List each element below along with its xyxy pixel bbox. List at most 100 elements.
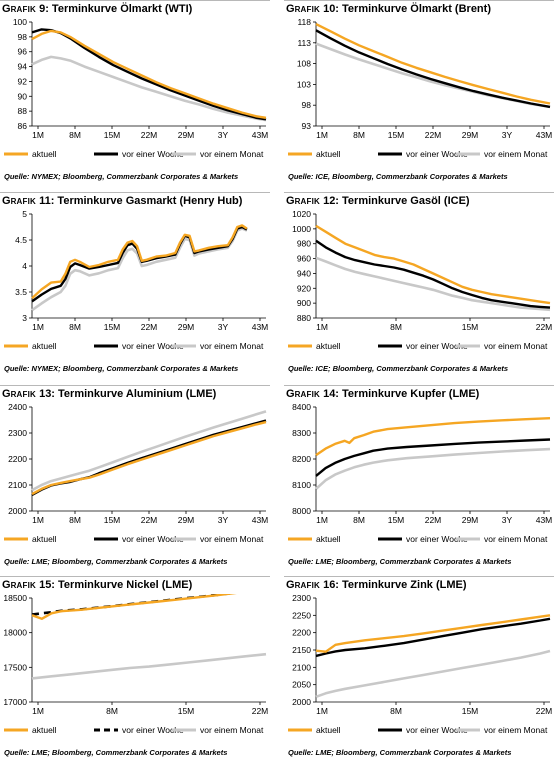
chart-panel-g15: GRAFIK 15: Terminkurve Nickel (LME) 17000… <box>0 576 270 764</box>
legend-label-aktuell: aktuell <box>316 341 341 351</box>
x-tick-label: 22M <box>252 706 269 716</box>
chart-panel-g10: GRAFIK 10: Terminkurve Ölmarkt (Brent) 93… <box>284 0 554 188</box>
y-tick-label: 2100 <box>292 662 311 672</box>
chart-panel-g16: GRAFIK 16: Terminkurve Zink (LME) 2000 205… <box>284 576 554 764</box>
panel-top-rule <box>0 576 270 577</box>
y-tick-label: 93 <box>302 121 312 131</box>
panel-top-rule <box>284 385 554 386</box>
legend-label-woche: vor einer Woche <box>406 149 468 159</box>
x-tick-label: 3Y <box>218 130 229 140</box>
x-tick-label: 1M <box>32 322 44 332</box>
y-tick-label: 100 <box>13 18 27 27</box>
line-chart-g12: 880 900 920 940 960 980 1000 1020 1M 8M 15M 22M aktu… <box>288 210 552 351</box>
y-tick-label: 18500 <box>3 594 27 603</box>
series-line-monat <box>31 55 267 122</box>
legend-label-aktuell: aktuell <box>32 725 57 735</box>
y-tick-label: 8300 <box>292 428 311 438</box>
line-chart-g9: 86 88 90 92 94 96 98 100 1M 8M 15M 22M 29M 3Y 43M aktue… <box>4 18 268 159</box>
x-tick-label: 3Y <box>502 130 513 140</box>
chart-title-text: Terminkurve Zink (LME) <box>342 579 467 591</box>
x-tick-label: 43M <box>536 130 553 140</box>
legend-label-woche: vor einer Woche <box>122 149 184 159</box>
series-line-aktuell <box>315 417 551 457</box>
x-tick-label: 1M <box>32 130 44 140</box>
x-tick-label: 1M <box>316 706 328 716</box>
chart-title-text: Terminkurve Nickel (LME) <box>58 579 193 591</box>
x-tick-label: 43M <box>252 322 269 332</box>
legend-label-monat: vor einem Monat <box>484 725 548 735</box>
x-tick-label: 15M <box>388 515 405 525</box>
panel-top-rule <box>284 576 554 577</box>
x-tick-label: 3Y <box>218 515 229 525</box>
series-line-woche <box>31 225 248 303</box>
chart-panel-g11: GRAFIK 11: Terminkurve Gasmarkt (Henry H… <box>0 192 270 380</box>
y-tick-label: 2150 <box>292 645 311 655</box>
chart-title-text: Terminkurve Ölmarkt (WTI) <box>51 3 193 15</box>
series-line-woche <box>315 29 551 109</box>
x-tick-label: 15M <box>462 322 479 332</box>
y-tick-label: 86 <box>18 121 28 131</box>
y-tick-label: 960 <box>297 254 311 264</box>
chart-source: Quelle: NYMEX; Bloomberg, Commerzbank Co… <box>4 364 239 373</box>
series-line-woche <box>31 28 267 121</box>
legend-label-monat: vor einem Monat <box>484 341 548 351</box>
chart-panel-g14: GRAFIK 14: Terminkurve Kupfer (LME) 8000 8… <box>284 385 554 573</box>
chart-title: GRAFIK 13: Terminkurve Aluminium (LME) <box>2 388 217 400</box>
legend-label-monat: vor einem Monat <box>484 534 548 544</box>
chart-title-text: Terminkurve Ölmarkt (Brent) <box>342 3 491 15</box>
x-tick-label: 8M <box>69 322 81 332</box>
chart-source: Quelle: LME; Bloomberg, Commerzbank Corp… <box>288 557 512 566</box>
chart-title-prefix: G <box>286 3 295 15</box>
chart-title: GRAFIK 14: Terminkurve Kupfer (LME) <box>286 388 480 400</box>
y-tick-label: 8100 <box>292 480 311 490</box>
x-tick-label: 1M <box>316 130 328 140</box>
y-tick-label: 920 <box>297 283 311 293</box>
line-chart-g16: 2000 2050 2100 2150 2200 2250 2300 1M 8M 15M 22M ak… <box>288 594 553 735</box>
y-tick-label: 17000 <box>3 697 27 707</box>
y-tick-label: 880 <box>297 313 311 323</box>
x-tick-label: 22M <box>141 515 158 525</box>
x-tick-label: 43M <box>252 515 269 525</box>
panel-top-rule <box>0 192 270 193</box>
x-tick-label: 1M <box>32 706 44 716</box>
x-tick-label: 22M <box>536 706 553 716</box>
legend-label-aktuell: aktuell <box>316 725 341 735</box>
chart-title-prefix: G <box>286 388 295 400</box>
series-line-monat <box>315 447 551 490</box>
x-tick-label: 29M <box>462 130 479 140</box>
series-line-woche <box>315 617 551 658</box>
chart-source: Quelle: LME; Bloomberg, Commerzbank Corp… <box>288 748 512 757</box>
y-tick-label: 108 <box>297 59 311 69</box>
line-chart-g11: 3 3.5 4 4.5 5 1M 8M 15M 22M 29M 3Y 43M aktuell vor ei… <box>4 210 269 351</box>
chart-panel-g13: GRAFIK 13: Terminkurve Aluminium (LME) 20… <box>0 385 270 573</box>
series-line-aktuell <box>31 594 237 620</box>
line-chart-g15: 17000 17500 18000 18500 1M 8M 15M 22M aktuell vor… <box>3 594 269 735</box>
panel-top-rule <box>0 0 270 1</box>
x-tick-label: 8M <box>353 130 365 140</box>
y-tick-label: 113 <box>297 38 311 48</box>
y-tick-label: 2200 <box>8 454 27 464</box>
chart-source: Quelle: NYMEX; Bloomberg, Commerzbank Co… <box>4 172 239 181</box>
legend-label-woche: vor einer Woche <box>122 725 184 735</box>
legend-label-monat: vor einem Monat <box>200 341 264 351</box>
x-tick-label: 8M <box>69 515 81 525</box>
chart-title-prefix: G <box>2 195 11 207</box>
y-tick-label: 88 <box>18 106 28 116</box>
chart-source: Quelle: ICE, Bloomberg, Commerzbank Corp… <box>288 172 508 181</box>
series-line-aktuell <box>315 224 551 305</box>
panel-top-rule <box>284 0 554 1</box>
y-tick-label: 900 <box>297 298 311 308</box>
y-tick-label: 18000 <box>3 628 27 638</box>
chart-panel-g12: GRAFIK 12: Terminkurve Gasöl (ICE) 880 900… <box>284 192 554 380</box>
x-tick-label: 15M <box>104 130 121 140</box>
x-tick-label: 1M <box>32 515 44 525</box>
panel-top-rule <box>0 385 270 386</box>
x-tick-label: 43M <box>536 515 553 525</box>
x-tick-label: 1M <box>316 515 328 525</box>
x-tick-label: 15M <box>462 706 479 716</box>
x-tick-label: 8M <box>106 706 118 716</box>
y-tick-label: 2000 <box>292 697 311 707</box>
chart-title-text: Terminkurve Aluminium (LME) <box>58 388 217 400</box>
y-tick-label: 3 <box>22 313 27 323</box>
legend-label-aktuell: aktuell <box>32 534 57 544</box>
